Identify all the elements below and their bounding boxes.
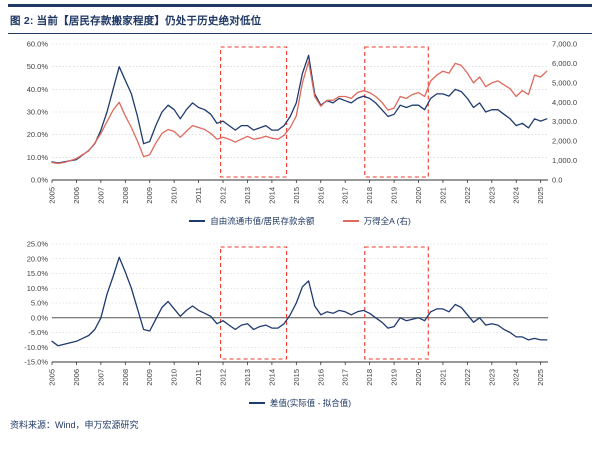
svg-text:2022: 2022	[463, 187, 472, 204]
svg-text:2012: 2012	[219, 369, 228, 386]
svg-text:2014: 2014	[267, 369, 276, 386]
svg-text:2005: 2005	[48, 369, 57, 386]
top-chart-container: 0.0% 10.0% 20.0% 30.0% 40.0% 50.0% 60.0% 0.0 1,0…	[0, 34, 600, 228]
bottom-chart-container: -15.0% -10.0% -5.0% 0.0% 5.0% 10.0% 15.0% 20.0%…	[0, 238, 600, 410]
svg-text:2025: 2025	[536, 369, 545, 386]
svg-text:2017: 2017	[341, 187, 350, 204]
svg-text:2005: 2005	[48, 187, 57, 204]
svg-text:2010: 2010	[170, 187, 179, 204]
svg-text:2020: 2020	[414, 369, 423, 386]
svg-text:2008: 2008	[121, 369, 130, 386]
svg-text:2019: 2019	[390, 187, 399, 204]
top-chart: 0.0% 10.0% 20.0% 30.0% 40.0% 50.0% 60.0% 0.0 1,0…	[27, 40, 577, 204]
svg-text:40.0%: 40.0%	[27, 85, 49, 94]
svg-text:30.0%: 30.0%	[27, 108, 49, 117]
red-line-swatch	[342, 220, 359, 222]
svg-text:2009: 2009	[145, 187, 154, 204]
blue-line-swatch	[189, 220, 206, 222]
svg-text:-10.0%: -10.0%	[24, 343, 48, 352]
svg-text:1,000.0: 1,000.0	[552, 156, 577, 165]
svg-text:2017: 2017	[341, 369, 350, 386]
svg-text:6,000.0: 6,000.0	[552, 59, 577, 68]
figure-title: 图 2: 当前【居民存款搬家程度】仍处于历史绝对低位	[10, 15, 262, 27]
bottom-chart-legend: 差值(实际值 - 拟合值)	[0, 396, 600, 410]
svg-text:7,000.0: 7,000.0	[552, 40, 577, 49]
svg-text:2015: 2015	[292, 369, 301, 386]
svg-text:0.0: 0.0	[552, 176, 562, 185]
svg-text:2009: 2009	[145, 369, 154, 386]
svg-text:2023: 2023	[487, 369, 496, 386]
figure-title-bar: 图 2: 当前【居民存款搬家程度】仍处于历史绝对低位	[8, 4, 592, 34]
svg-text:2,000.0: 2,000.0	[552, 137, 577, 146]
svg-text:10.0%: 10.0%	[27, 284, 49, 293]
svg-text:2024: 2024	[512, 187, 521, 204]
svg-text:2023: 2023	[487, 187, 496, 204]
legend-item-diff: 差值(实际值 - 拟合值)	[248, 397, 352, 409]
svg-text:2006: 2006	[72, 369, 81, 386]
svg-text:2013: 2013	[243, 187, 252, 204]
svg-text:2021: 2021	[438, 369, 447, 386]
svg-text:60.0%: 60.0%	[27, 40, 49, 49]
svg-text:2007: 2007	[96, 369, 105, 386]
svg-text:3,000.0: 3,000.0	[552, 117, 577, 126]
svg-text:2007: 2007	[96, 187, 105, 204]
svg-text:2010: 2010	[170, 369, 179, 386]
svg-text:2018: 2018	[365, 369, 374, 386]
svg-text:2012: 2012	[219, 187, 228, 204]
svg-text:2006: 2006	[72, 187, 81, 204]
svg-text:50.0%: 50.0%	[27, 62, 49, 71]
diff-line-swatch	[248, 402, 265, 404]
legend-item-ratio: 自由流通市值/居民存款余额	[189, 215, 315, 227]
svg-text:2016: 2016	[316, 369, 325, 386]
svg-text:2013: 2013	[243, 369, 252, 386]
svg-text:2015: 2015	[292, 187, 301, 204]
svg-text:15.0%: 15.0%	[27, 269, 49, 278]
svg-text:5.0%: 5.0%	[31, 299, 48, 308]
svg-text:2008: 2008	[121, 187, 130, 204]
legend-label-ratio: 自由流通市值/居民存款余额	[210, 216, 315, 226]
svg-text:5,000.0: 5,000.0	[552, 78, 577, 87]
legend-label-index: 万得全A (右)	[363, 216, 411, 226]
svg-text:2021: 2021	[438, 187, 447, 204]
bottom-chart: -15.0% -10.0% -5.0% 0.0% 5.0% 10.0% 15.0% 20.0%…	[24, 240, 548, 386]
svg-text:2025: 2025	[536, 187, 545, 204]
source-note: 资料来源：Wind，申万宏源研究	[10, 420, 139, 430]
svg-text:2014: 2014	[267, 187, 276, 204]
svg-text:4,000.0: 4,000.0	[552, 98, 577, 107]
svg-text:0.0%: 0.0%	[31, 313, 48, 322]
legend-item-index: 万得全A (右)	[342, 215, 411, 227]
svg-text:2020: 2020	[414, 187, 423, 204]
svg-text:2011: 2011	[194, 187, 203, 203]
legend-label-diff: 差值(实际值 - 拟合值)	[269, 398, 352, 408]
svg-text:10.0%: 10.0%	[27, 153, 49, 162]
svg-text:2019: 2019	[390, 369, 399, 386]
svg-text:2024: 2024	[512, 369, 521, 386]
svg-text:2016: 2016	[316, 187, 325, 204]
top-chart-legend: 自由流通市值/居民存款余额 万得全A (右)	[0, 214, 600, 228]
svg-text:2011: 2011	[194, 369, 203, 385]
svg-text:-5.0%: -5.0%	[28, 328, 48, 337]
svg-text:2018: 2018	[365, 187, 374, 204]
svg-text:20.0%: 20.0%	[27, 130, 49, 139]
svg-text:-15.0%: -15.0%	[24, 358, 48, 367]
svg-text:0.0%: 0.0%	[31, 176, 48, 185]
svg-text:2022: 2022	[463, 369, 472, 386]
svg-text:25.0%: 25.0%	[27, 240, 49, 249]
svg-text:20.0%: 20.0%	[27, 254, 49, 263]
